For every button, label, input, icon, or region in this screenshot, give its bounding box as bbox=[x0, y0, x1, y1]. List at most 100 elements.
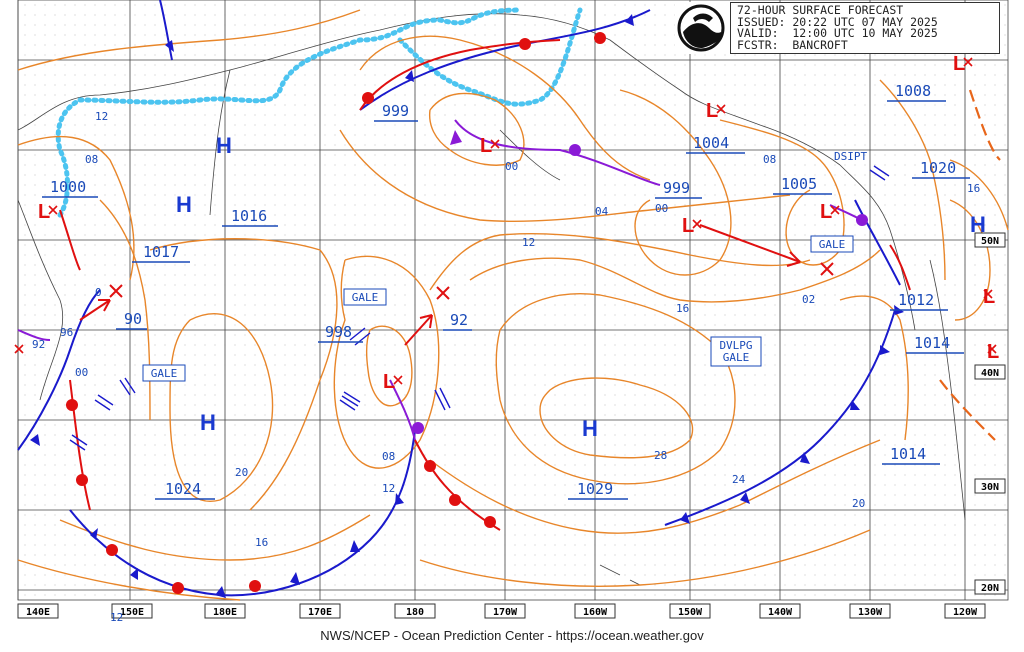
gale-warning: GALE bbox=[352, 291, 379, 304]
lon-label-180e: 180E bbox=[213, 607, 237, 618]
low-center-letter: L bbox=[706, 100, 718, 122]
isobar-label: 28 bbox=[654, 449, 667, 462]
lat-label-20n: 20N bbox=[981, 583, 999, 594]
low-center-letter: L bbox=[983, 286, 995, 308]
wind-barbs bbox=[69, 165, 890, 451]
high-center-letter: H bbox=[970, 212, 986, 237]
pressure-92: 92 bbox=[450, 311, 468, 329]
issued-time: ISSUED: 20:22 UTC 07 MAY 2025 bbox=[737, 14, 938, 29]
low-center-letter: L bbox=[953, 53, 965, 75]
pressure-low-1008: 1008 bbox=[895, 82, 931, 100]
low-center-letter: L bbox=[987, 341, 999, 363]
pressure-underlines bbox=[42, 100, 970, 500]
isobar-label: 00 bbox=[505, 160, 518, 173]
pressure-high-1017: 1017 bbox=[143, 243, 179, 261]
pressure-high-1016: 1016 bbox=[231, 207, 267, 225]
isobar-label: 20 bbox=[235, 466, 248, 479]
motion-arrows bbox=[79, 224, 801, 346]
isobar-label: 16 bbox=[967, 182, 980, 195]
forecast-positions bbox=[109, 262, 834, 300]
gale-warning: GALE bbox=[151, 367, 178, 380]
isobar-label: 08 bbox=[763, 153, 776, 166]
low-center-letter: L bbox=[383, 371, 395, 393]
developing-warning: DVLPG bbox=[719, 339, 752, 352]
forecast-title: 72-HOUR SURFACE FORECAST bbox=[737, 3, 904, 17]
gale-warning: GALE bbox=[819, 238, 846, 251]
low-center-letter: L bbox=[480, 135, 492, 157]
high-center-letter: H bbox=[216, 133, 232, 158]
forecast-info-box: 72-HOUR SURFACE FORECAST ISSUED: 20:22 U… bbox=[730, 2, 1000, 54]
isobar-value-labels: 12 08 00 04 12 16 08 02 16 20 24 28 20 1… bbox=[32, 110, 980, 624]
lon-label-170w: 170W bbox=[493, 607, 518, 618]
lon-label-140e: 140E bbox=[26, 607, 50, 618]
isobar-label: 02 bbox=[802, 293, 815, 306]
occluded-front-symbols bbox=[412, 130, 868, 434]
isobar-label: 92 bbox=[32, 338, 45, 351]
isobar-label: 00 bbox=[655, 202, 668, 215]
isobar-label: 16 bbox=[676, 302, 689, 315]
pressure-low-1000: 1000 bbox=[50, 178, 86, 196]
isobar-label: 08 bbox=[382, 450, 395, 463]
pressure-low-998: 998 bbox=[325, 323, 352, 341]
valid-time: VALID: 12:00 UTC 10 MAY 2025 bbox=[737, 26, 938, 40]
noaa-logo-icon bbox=[677, 4, 725, 52]
latitude-labels: 50N 40N 30N 20N bbox=[974, 232, 1006, 595]
dissipating-label: DSIPT bbox=[834, 150, 867, 163]
ice-edge bbox=[55, 7, 583, 218]
pressure-1014-a: 1014 bbox=[914, 334, 950, 352]
lat-label-50n: 50N bbox=[981, 236, 999, 247]
lon-label-140w: 140W bbox=[768, 607, 793, 618]
cold-front-barbs bbox=[30, 14, 904, 598]
lon-label-150w: 150W bbox=[678, 607, 703, 618]
low-center-letter: L bbox=[38, 201, 50, 223]
extra-low-letters: L L bbox=[983, 286, 999, 363]
pressure-high-1020: 1020 bbox=[920, 159, 956, 177]
pressure-high-1024: 1024 bbox=[165, 480, 201, 498]
high-center-letter: H bbox=[200, 410, 216, 435]
pressure-high-1029: 1029 bbox=[577, 480, 613, 498]
isobar-label: 00 bbox=[75, 366, 88, 379]
pressure-low-999-b: 999 bbox=[663, 179, 690, 197]
isobar-label: 20 bbox=[852, 497, 865, 510]
lon-label-150e: 150E bbox=[120, 607, 144, 618]
isobar-label: 12 bbox=[382, 482, 395, 495]
high-center-letters: H H H H H bbox=[176, 133, 986, 441]
pressure-labels: 1016 1017 1024 1029 1020 999 999 1004 10… bbox=[50, 82, 956, 498]
low-center-x-marks bbox=[14, 57, 997, 385]
pressure-low-1005: 1005 bbox=[781, 175, 817, 193]
high-center-letter: H bbox=[582, 416, 598, 441]
warning-boxes: GALE GALE GALE DVLPG GALE DSIPT bbox=[142, 150, 867, 382]
isobar-label: 08 bbox=[85, 153, 98, 166]
low-center-letter: L bbox=[682, 215, 694, 237]
lat-label-30n: 30N bbox=[981, 482, 999, 493]
pressure-1012: 1012 bbox=[898, 291, 934, 309]
isobar-label: 12 bbox=[110, 611, 123, 624]
low-center-letters: L L L L L L L bbox=[38, 53, 965, 393]
isobars bbox=[17, 9, 1009, 601]
isobar-label: 12 bbox=[95, 110, 108, 123]
low-center-letter: L bbox=[820, 201, 832, 223]
isobar-label: 04 bbox=[595, 205, 609, 218]
isobar-label: 24 bbox=[732, 473, 746, 486]
isobar-label: 0 bbox=[95, 286, 102, 299]
troughs bbox=[939, 89, 1001, 441]
isobar-label: 96 bbox=[60, 326, 73, 339]
lon-label-170e: 170E bbox=[308, 607, 332, 618]
isobar-label: 16 bbox=[255, 536, 268, 549]
pressure-low-999-a: 999 bbox=[382, 102, 409, 120]
longitude-labels: 140E 150E 180E 170E 180 170W 160W 150W 1… bbox=[17, 603, 986, 619]
high-center-letter: H bbox=[176, 192, 192, 217]
pressure-90: 90 bbox=[124, 310, 142, 328]
cold-fronts bbox=[17, 0, 901, 597]
isobar-label: 12 bbox=[522, 236, 535, 249]
lon-label-130w: 130W bbox=[858, 607, 883, 618]
pressure-low-1004: 1004 bbox=[693, 134, 729, 152]
lat-label-40n: 40N bbox=[981, 368, 999, 379]
footer-credit: NWS/NCEP - Ocean Prediction Center - htt… bbox=[320, 628, 704, 643]
pressure-1014-b: 1014 bbox=[890, 445, 926, 463]
gale-warning: GALE bbox=[723, 351, 750, 364]
noaa-logo bbox=[675, 2, 727, 54]
warm-front-bumps bbox=[66, 32, 606, 594]
lon-label-120w: 120W bbox=[953, 607, 978, 618]
